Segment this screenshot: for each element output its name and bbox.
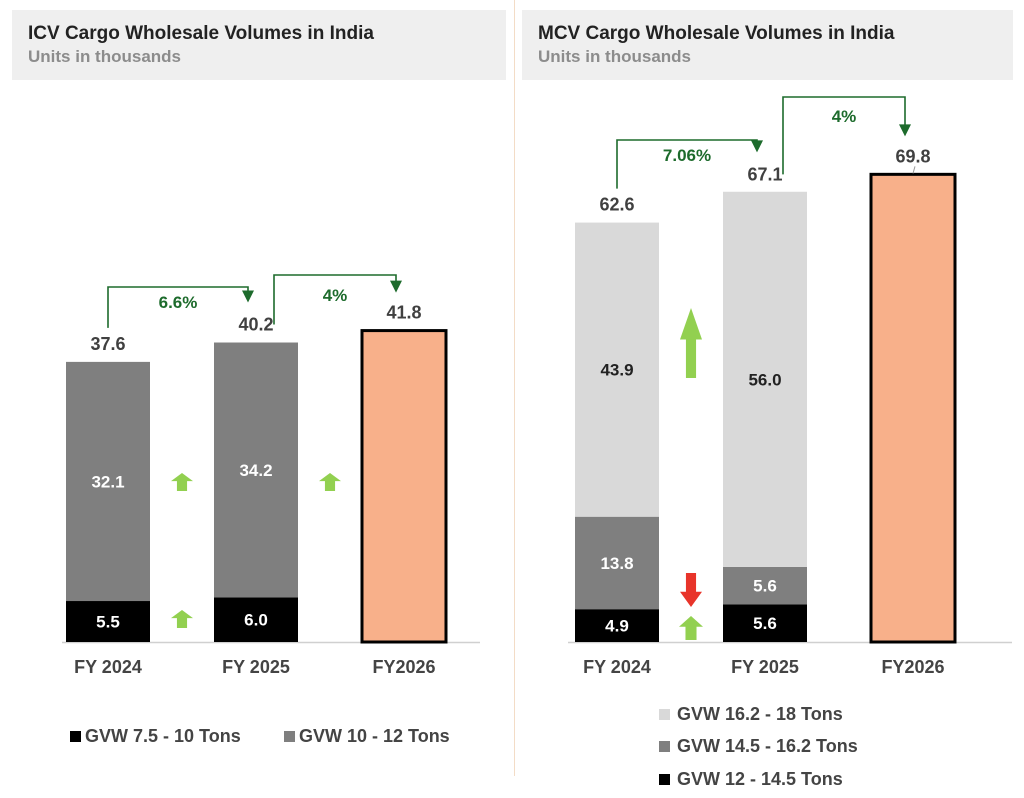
mcv-bar-s2-1 <box>723 191 807 567</box>
icv-value-label: 32.1 <box>91 472 124 491</box>
icv-legend-label: GVW 10 - 12 Tons <box>299 726 450 746</box>
mcv-chart-header: MCV Cargo Wholesale Volumes in India Uni… <box>522 10 1013 80</box>
icv-total-label: 41.8 <box>386 303 421 323</box>
mcv-total-label: 62.6 <box>599 195 634 215</box>
mcv-legend-swatch <box>659 774 670 785</box>
icv-growth-label: 6.6% <box>159 293 198 312</box>
icv-bar-s0-1 <box>214 597 298 642</box>
icv-chart-title: ICV Cargo Wholesale Volumes in India <box>28 23 374 44</box>
mcv-bar-s1-0 <box>575 516 659 610</box>
mcv-value-label: 5.6 <box>753 577 777 596</box>
mcv-category-label: FY 2024 <box>583 657 651 677</box>
icv-growth-arrowhead <box>390 280 402 293</box>
icv-change-arrow-up <box>319 473 341 491</box>
mcv-chart-subtitle: Units in thousands <box>538 47 691 66</box>
icv-change-arrow-up <box>171 473 193 491</box>
mcv-growth-connector <box>782 96 906 175</box>
mcv-category-label: FY2026 <box>881 657 944 677</box>
icv-category-label: FY 2024 <box>74 657 142 677</box>
icv-value-label: 34.2 <box>239 461 272 480</box>
icv-chart-subtitle: Units in thousands <box>28 47 181 66</box>
mcv-total-leader <box>912 166 916 174</box>
icv-legend-swatch <box>284 731 295 742</box>
icv-growth-arrowhead <box>242 290 254 303</box>
icv-growth-connector <box>107 286 249 328</box>
icv-bar-s1-0 <box>66 361 150 602</box>
icv-category-label: FY 2025 <box>222 657 290 677</box>
mcv-growth-label: 4% <box>832 107 857 126</box>
mcv-value-label: 56.0 <box>748 370 781 389</box>
icv-legend-swatch <box>70 731 81 742</box>
icv-legend-label: GVW 7.5 - 10 Tons <box>85 726 241 746</box>
mcv-bar-s0-1 <box>723 604 807 642</box>
mcv-growth-label: 7.06% <box>663 146 711 165</box>
mcv-legend-swatch <box>659 741 670 752</box>
mcv-legend-swatch <box>659 709 670 720</box>
icv-chart-header: ICV Cargo Wholesale Volumes in India Uni… <box>12 10 506 80</box>
mcv-change-arrow-up <box>680 308 702 378</box>
mcv-growth-arrowhead <box>751 140 763 153</box>
mcv-value-label: 5.6 <box>753 614 777 633</box>
icv-bar-s0-0 <box>66 601 150 642</box>
mcv-change-arrow-up <box>679 616 703 640</box>
icv-total-label: 37.6 <box>90 334 125 354</box>
panel-divider <box>514 0 515 776</box>
mcv-chart-title: MCV Cargo Wholesale Volumes in India <box>538 23 895 44</box>
icv-value-label: 5.5 <box>96 613 120 632</box>
icv-value-label: 6.0 <box>244 611 268 630</box>
mcv-total-label: 69.8 <box>895 146 930 166</box>
mcv-bar-s0-0 <box>575 609 659 642</box>
mcv-category-label: FY 2025 <box>731 657 799 677</box>
mcv-value-label: 4.9 <box>605 617 629 636</box>
mcv-growth-arrowhead <box>899 124 911 137</box>
icv-bar-s1-1 <box>214 342 298 598</box>
mcv-legend-label: GVW 16.2 - 18 Tons <box>677 704 843 724</box>
icv-change-arrow-up <box>171 610 193 628</box>
mcv-bar-s1-1 <box>723 566 807 605</box>
icv-growth-connector <box>273 274 397 325</box>
mcv-legend-label: GVW 14.5 - 16.2 Tons <box>677 736 858 756</box>
icv-bar-forecast-2 <box>360 329 448 644</box>
mcv-bar-forecast-2 <box>869 172 957 644</box>
mcv-change-arrow-down <box>680 573 702 607</box>
icv-growth-label: 4% <box>323 286 348 305</box>
mcv-bar-s2-0 <box>575 222 659 517</box>
icv-total-label: 40.2 <box>238 315 273 335</box>
icv-category-label: FY2026 <box>372 657 435 677</box>
mcv-value-label: 13.8 <box>600 554 633 573</box>
mcv-total-label: 67.1 <box>747 164 782 184</box>
mcv-value-label: 43.9 <box>600 361 633 380</box>
mcv-legend-label: GVW 12 - 14.5 Tons <box>677 769 843 789</box>
